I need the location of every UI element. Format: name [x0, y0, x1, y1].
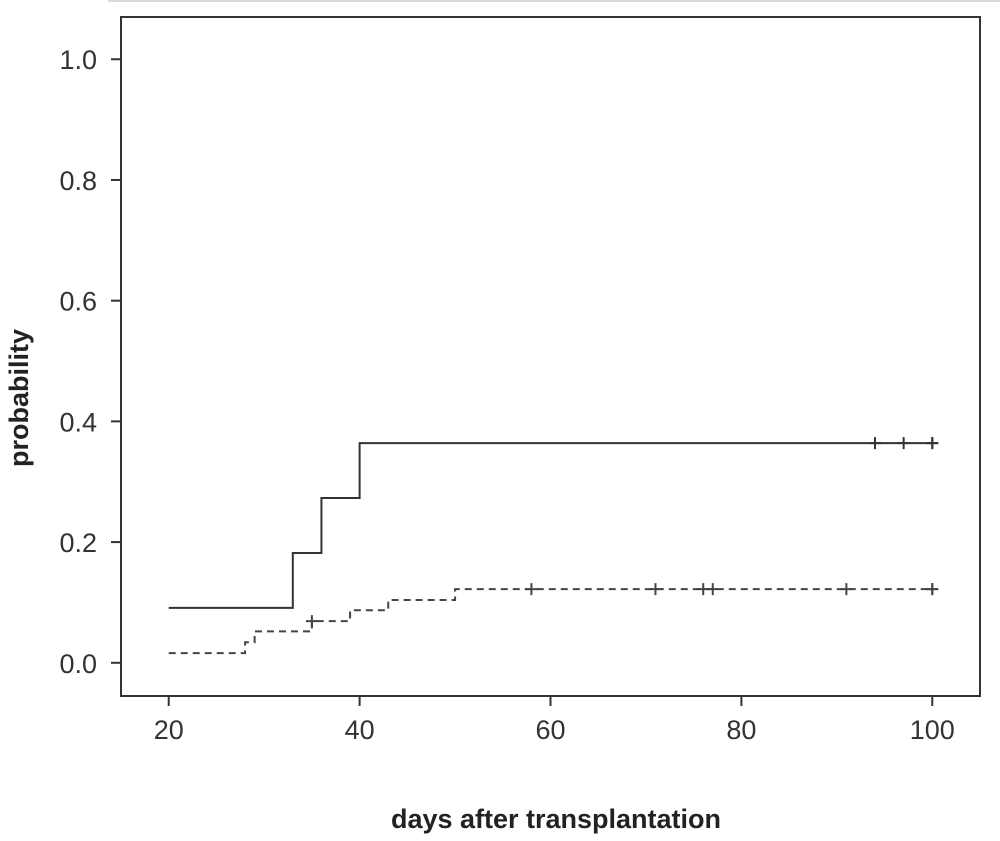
y-tick-label: 0.2 — [59, 528, 97, 558]
x-tick-label: 40 — [345, 715, 375, 745]
x-tick-label: 80 — [726, 715, 756, 745]
x-tick-label: 100 — [910, 715, 955, 745]
x-axis-label: days after transplantation — [391, 804, 721, 834]
top-border-line — [108, 0, 1000, 2]
y-tick-label: 1.0 — [59, 45, 97, 75]
x-axis: 20 40 60 80 100 — [154, 696, 955, 745]
censor-mark — [926, 437, 939, 450]
y-tick-label: 0.6 — [59, 287, 97, 317]
series-solid-line — [168, 442, 933, 609]
censor-mark — [305, 615, 318, 628]
censor-mark — [706, 583, 719, 596]
y-axis-label: probability — [4, 329, 34, 467]
y-tick-label: 0.8 — [59, 166, 97, 196]
x-tick-label: 60 — [535, 715, 565, 745]
x-tick-label: 20 — [154, 715, 184, 745]
y-tick-label: 0.4 — [59, 407, 97, 437]
censor-mark — [897, 437, 910, 450]
censor-mark — [525, 583, 538, 596]
y-axis: 0.0 0.2 0.4 0.6 0.8 1.0 — [59, 45, 121, 679]
plot-frame — [120, 16, 981, 697]
censor-mark — [840, 583, 853, 596]
series-dashed-line — [168, 588, 933, 655]
series-layer — [168, 442, 933, 655]
censor-marks — [305, 437, 939, 628]
censor-mark — [869, 437, 882, 450]
censor-mark — [649, 583, 662, 596]
y-tick-label: 0.0 — [59, 649, 97, 679]
censor-mark — [926, 583, 939, 596]
